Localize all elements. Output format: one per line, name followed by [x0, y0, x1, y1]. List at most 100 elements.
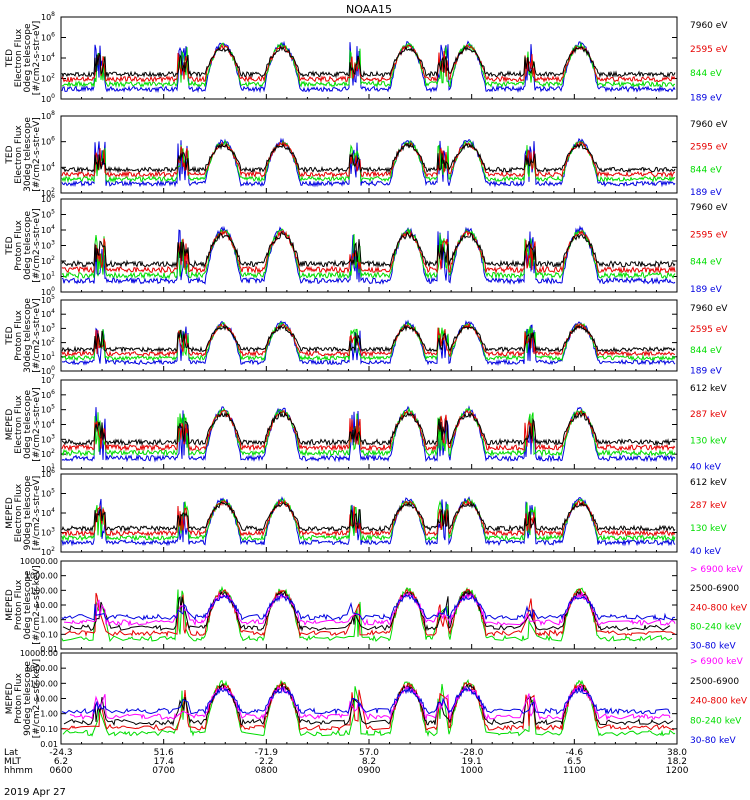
y-axis-label: TED — [5, 49, 15, 68]
panel-frame — [60, 560, 678, 650]
panel-ted-proton-0deg: 100 101 102 103 104 105 106 TED Proton Flux 0deg … — [5, 193, 728, 297]
legend-entry: 189 eV — [690, 93, 723, 103]
panel-frame — [60, 115, 678, 194]
y-axis-label: [#/cm2-s-str-keV] — [32, 659, 42, 738]
series-287-kev — [61, 409, 676, 453]
y-tick-label: 106 — [41, 32, 55, 43]
time-tick-label: -24.3 — [49, 748, 72, 758]
series-2595-ev — [61, 43, 676, 84]
y-axis-label: 0deg telescope — [23, 23, 33, 93]
legend-entry: 612 keV — [690, 478, 727, 488]
series-30-80-kev — [61, 686, 671, 716]
y-axis-label: TED — [5, 145, 15, 164]
y-tick-label: 100 — [41, 286, 55, 297]
y-tick-label: 100.00 — [30, 679, 58, 688]
series-844-ev — [61, 139, 676, 184]
y-tick-label: 102 — [41, 448, 55, 459]
series-130-kev — [61, 406, 676, 458]
time-tick-label: 0700 — [152, 766, 175, 776]
y-axis-label: Electron Flux — [14, 28, 24, 87]
panel-frame — [60, 198, 678, 293]
legend-entry: 40 keV — [690, 547, 722, 557]
y-axis-label: 0deg telescope — [23, 390, 33, 460]
panel-frame — [60, 652, 678, 745]
legend-entry: 130 keV — [690, 436, 727, 446]
y-tick-label: 106 — [41, 389, 55, 400]
y-tick-label: 108 — [41, 110, 55, 121]
series-612-kev — [61, 500, 676, 533]
y-tick-label: 106 — [41, 136, 55, 147]
legend-entry: 287 keV — [690, 410, 727, 420]
legend-entry: 240-800 keV — [690, 697, 748, 707]
legend-entry: 2595 eV — [690, 45, 728, 55]
y-axis-label: Proton Flux — [14, 579, 24, 630]
y-tick-label: 105 — [41, 488, 55, 499]
y-tick-label: 102 — [41, 255, 55, 266]
legend-entry: 30-80 keV — [690, 736, 736, 746]
y-tick-label: 100.00 — [30, 586, 58, 595]
y-tick-label: 100 — [41, 365, 55, 376]
y-axis-label: 30deg telescope — [23, 298, 33, 373]
y-tick-label: 101 — [41, 271, 55, 282]
chart-title: NOAA15 — [346, 3, 392, 16]
y-axis-label: MEPED — [5, 589, 15, 621]
y-tick-label: 103 — [41, 433, 55, 444]
y-tick-label: 105 — [41, 404, 55, 415]
y-tick-label: 10000.00 — [20, 649, 58, 658]
y-tick-label: 108 — [41, 11, 55, 22]
y-tick-label: 1.00 — [40, 616, 58, 625]
y-axis-label: Electron Flux — [14, 125, 24, 184]
series-7960-ev — [61, 45, 676, 79]
series-30-80-kev — [61, 593, 675, 621]
series-2500-6900 — [63, 682, 674, 727]
legend-entry: 189 eV — [690, 367, 723, 377]
time-tick-label: 1200 — [666, 766, 689, 776]
legend-entry: 189 eV — [690, 285, 723, 295]
time-tick-label: 0800 — [255, 766, 278, 776]
y-tick-label: 101 — [41, 463, 55, 474]
legend-entry: 240-800 keV — [690, 603, 748, 613]
time-tick-label: 38.0 — [667, 748, 687, 758]
y-axis-label: Proton Flux — [14, 310, 24, 361]
legend-entry: 612 keV — [690, 384, 727, 394]
legend-entry: 130 keV — [690, 524, 727, 534]
y-tick-label: 1.00 — [40, 710, 58, 719]
y-axis-label: Proton Flux — [14, 220, 24, 271]
time-row-label: hhmm — [4, 766, 33, 776]
panel-ted-proton-30deg: 100 101 102 103 104 105 TED Proton Flux 30deg te… — [5, 294, 728, 377]
y-axis-label: Electron Flux — [14, 395, 24, 454]
y-tick-label: 101 — [41, 351, 55, 362]
y-tick-label: 107 — [41, 374, 55, 385]
y-axis-label: [#/cm2-s-str-eV] — [32, 298, 42, 373]
y-tick-label: 102 — [41, 546, 55, 557]
legend-entry: 2500-6900 — [690, 584, 739, 594]
y-tick-label: 104 — [41, 507, 55, 518]
time-tick-label: 19.1 — [462, 757, 482, 767]
legend-entry: > 6900 keV — [690, 657, 744, 667]
y-tick-label: 105 — [41, 209, 55, 220]
y-axis-label: TED — [5, 236, 15, 255]
y-tick-label: 102 — [41, 187, 55, 198]
legend-entry: 844 eV — [690, 258, 723, 268]
series-844-ev — [61, 41, 676, 89]
y-axis-label: 0deg telescope — [23, 211, 33, 281]
panel-ted-electron-0deg: 100 102 104 106 108 TED Electron Flux 0deg tele… — [5, 11, 728, 104]
time-tick-label: -28.0 — [460, 748, 484, 758]
y-tick-label: 103 — [41, 322, 55, 333]
y-tick-label: 103 — [41, 240, 55, 251]
time-row-label: Lat — [4, 748, 19, 758]
legend-entry: 80-240 keV — [690, 716, 742, 726]
y-axis-label: MEPED — [5, 683, 15, 715]
y-tick-label: 1000.00 — [25, 664, 58, 673]
time-tick-label: 8.2 — [362, 757, 376, 767]
legend-entry: 2500-6900 — [690, 677, 739, 687]
time-tick-label: 57.0 — [359, 748, 379, 758]
time-tick-label: 17.4 — [154, 757, 174, 767]
y-axis-label: Proton Flux — [14, 673, 24, 724]
series-7960-ev — [61, 231, 676, 269]
time-tick-label: 2.2 — [259, 757, 273, 767]
series-40-kev — [61, 496, 676, 547]
y-axis-label: [#/cm2-s-str-eV] — [32, 387, 42, 462]
